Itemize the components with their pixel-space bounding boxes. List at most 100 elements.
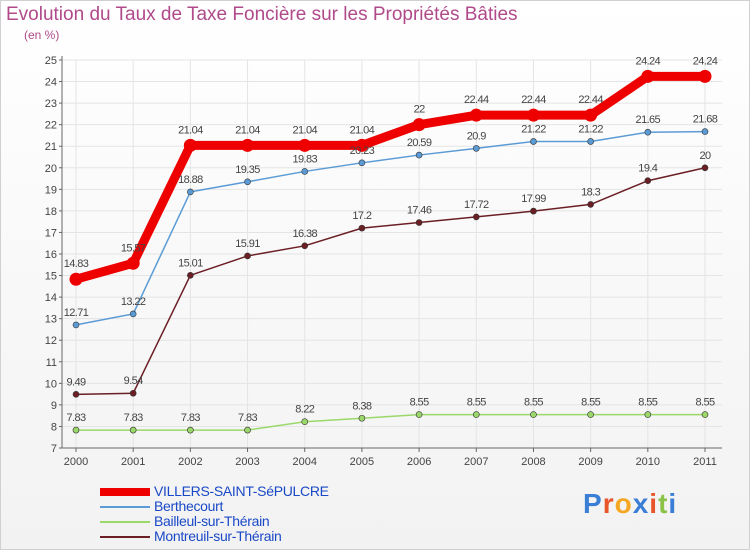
data-point <box>701 128 709 135</box>
series-line <box>71 71 710 284</box>
data-label: 20.9 <box>467 130 486 142</box>
data-point <box>244 426 251 434</box>
data-label: 21.04 <box>235 124 260 136</box>
data-label: 9.49 <box>66 376 85 388</box>
series-line <box>75 167 706 396</box>
y-tick-label: 14 <box>45 292 57 304</box>
data-point <box>587 138 594 145</box>
data-point <box>72 391 80 398</box>
data-label: 16.38 <box>292 228 317 240</box>
data-label: 14.83 <box>64 258 89 270</box>
legend-swatch-bailleul <box>100 521 150 523</box>
x-tick-label: 2003 <box>235 456 259 468</box>
data-point <box>472 213 480 221</box>
data-label: 20.59 <box>407 137 432 149</box>
logo-letter: o <box>614 488 633 519</box>
data-label: 17.99 <box>521 193 546 205</box>
data-point <box>358 414 366 422</box>
data-point <box>72 321 80 329</box>
data-label: 7.83 <box>124 412 143 424</box>
data-label: 17.72 <box>464 199 489 211</box>
data-label: 21.04 <box>178 124 203 136</box>
data-point <box>587 411 594 418</box>
data-label: 7.83 <box>66 412 85 424</box>
data-point <box>415 151 423 159</box>
data-label: 19.35 <box>235 164 260 176</box>
data-label: 8.22 <box>295 404 314 416</box>
data-label: 18.3 <box>581 186 600 198</box>
data-point <box>415 219 423 226</box>
data-label: 20 <box>699 150 711 162</box>
data-label: 8.38 <box>352 400 371 412</box>
data-point <box>244 252 251 260</box>
data-point <box>584 108 598 122</box>
data-point <box>530 411 537 418</box>
x-tick-label: 2006 <box>407 456 431 468</box>
x-tick-label: 2007 <box>464 456 488 468</box>
x-tick-label: 2008 <box>521 456 545 468</box>
data-point <box>644 128 652 136</box>
legend-label: VILLERS-SAINT-SéPULCRE <box>154 483 329 499</box>
data-label: 19.4 <box>638 163 657 175</box>
data-point <box>301 168 309 175</box>
data-point <box>69 272 83 286</box>
data-label: 15.91 <box>235 238 260 250</box>
data-point <box>301 242 309 250</box>
y-tick-label: 24 <box>45 77 57 89</box>
y-tick-label: 7 <box>51 443 57 455</box>
data-label: 21.22 <box>578 123 603 135</box>
legend-swatch-berthecourt <box>100 506 150 508</box>
data-point <box>526 108 540 122</box>
x-tick-label: 2001 <box>121 456 145 468</box>
y-tick-label: 13 <box>45 314 57 326</box>
legend-label: Montreuil-sur-Thérain <box>154 528 282 544</box>
data-label: 20.23 <box>350 145 375 157</box>
data-point <box>412 118 426 132</box>
data-point <box>301 418 309 426</box>
logo-letter: t <box>658 488 669 519</box>
data-label: 17.46 <box>407 205 432 217</box>
data-point <box>701 164 709 172</box>
x-tick-label: 2010 <box>636 456 660 468</box>
legend-swatch-villers <box>100 488 150 496</box>
y-tick-label: 15 <box>45 271 57 283</box>
logo-letter: i <box>668 488 678 519</box>
x-tick-label: 2004 <box>292 456 316 468</box>
y-tick-label: 23 <box>45 98 57 110</box>
data-point <box>644 177 652 185</box>
data-label: 12.71 <box>64 307 89 319</box>
x-tick-label: 2000 <box>64 456 88 468</box>
data-point <box>701 411 709 418</box>
y-tick-label: 25 <box>45 55 57 67</box>
data-point <box>469 108 483 122</box>
data-label: 22.44 <box>578 94 603 106</box>
y-tick-label: 9 <box>51 400 57 412</box>
legend-swatch-montreuil <box>100 536 150 538</box>
data-label: 8.55 <box>695 397 714 409</box>
y-tick-label: 16 <box>45 249 57 261</box>
logo-letter: P <box>583 488 603 519</box>
data-label: 19.83 <box>292 153 317 165</box>
data-point <box>472 411 480 418</box>
data-point <box>644 411 652 418</box>
legend-label: Berthecourt <box>154 498 224 514</box>
data-point <box>183 138 197 152</box>
y-tick-label: 20 <box>45 163 57 175</box>
data-label: 21.22 <box>521 123 546 135</box>
data-point <box>129 310 137 318</box>
data-label: 7.83 <box>181 412 200 424</box>
logo-letter: x <box>632 488 650 519</box>
y-tick-label: 10 <box>45 378 57 390</box>
data-point <box>415 411 423 418</box>
legend-label: Bailleul-sur-Thérain <box>154 513 270 529</box>
data-label: 13.22 <box>121 296 146 308</box>
x-tick-label: 2009 <box>578 456 602 468</box>
data-label: 7.83 <box>238 412 257 424</box>
data-label: 8.55 <box>410 397 429 409</box>
data-point <box>241 138 255 152</box>
data-point <box>472 145 480 152</box>
logo-letter: r <box>602 488 615 519</box>
data-label: 15.57 <box>121 242 146 254</box>
data-label: 18.88 <box>178 174 203 186</box>
